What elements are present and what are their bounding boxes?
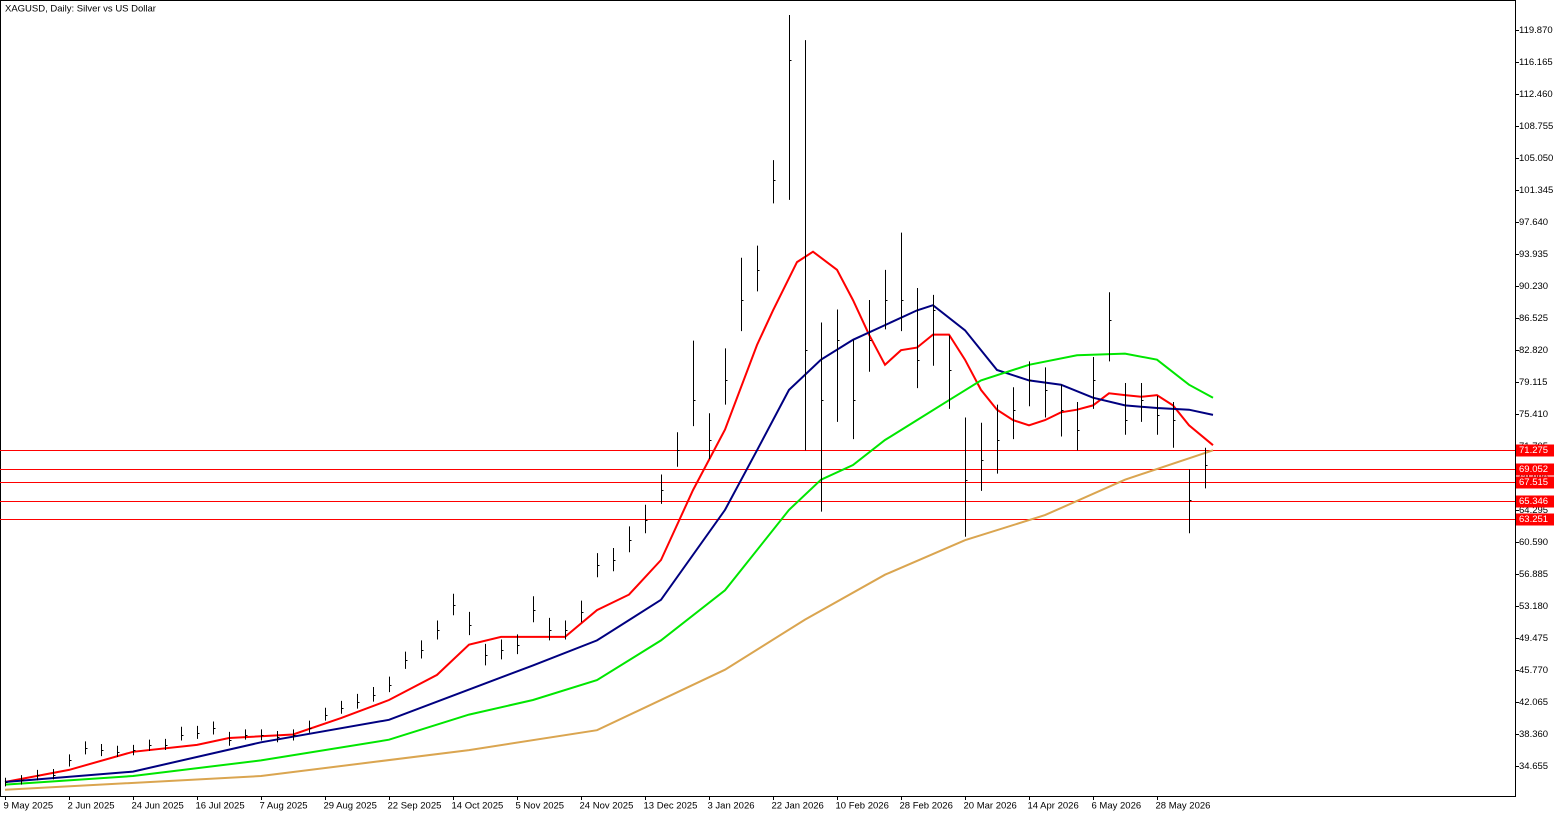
level-label-box bbox=[1516, 463, 1554, 476]
x-tick-label: 7 Aug 2025 bbox=[260, 801, 308, 812]
y-tick-label: 119.870 bbox=[1519, 25, 1553, 36]
chart-title: XAGUSD, Daily: Silver vs US Dollar bbox=[5, 4, 156, 15]
level-label: 69.052 bbox=[1519, 464, 1548, 475]
level-labels: 71.275 69.052 67.515 65.346 63.251 bbox=[1516, 444, 1554, 526]
y-tick-label: 56.885 bbox=[1519, 569, 1548, 580]
y-tick-label: 38.360 bbox=[1519, 729, 1548, 740]
x-tick-label: 22 Sep 2025 bbox=[388, 801, 442, 812]
x-tick-label: 2 Jun 2025 bbox=[68, 801, 115, 812]
price-bars bbox=[5, 15, 1208, 787]
x-tick-label: 6 May 2026 bbox=[1092, 801, 1142, 812]
x-tick-label: 14 Apr 2026 bbox=[1028, 801, 1079, 812]
y-tick-label: 64.295 bbox=[1519, 505, 1548, 516]
x-tick-label: 10 Feb 2026 bbox=[836, 801, 889, 812]
level-label-box bbox=[1516, 513, 1554, 526]
level-label-box bbox=[1516, 444, 1554, 457]
level-label: 65.346 bbox=[1519, 496, 1548, 507]
y-tick-label: 82.820 bbox=[1519, 345, 1548, 356]
x-tick-label: 16 Jul 2025 bbox=[196, 801, 245, 812]
level-label-box bbox=[1516, 476, 1554, 489]
axes: 34.655 38.360 42.065 45.770 49.475 53.180 56.8… bbox=[4, 0, 1553, 812]
x-tick-label: 28 May 2026 bbox=[1156, 801, 1211, 812]
x-tick-label: 28 Feb 2026 bbox=[900, 801, 953, 812]
y-tick-label: 116.165 bbox=[1519, 57, 1553, 68]
y-tick-label: 90.230 bbox=[1519, 281, 1548, 292]
y-tick-label: 45.770 bbox=[1519, 665, 1548, 676]
y-tick-label: 86.525 bbox=[1519, 313, 1548, 324]
x-tick-label: 13 Dec 2025 bbox=[644, 801, 698, 812]
x-tick-label: 24 Jun 2025 bbox=[132, 801, 184, 812]
levels bbox=[0, 450, 1515, 520]
x-tick-label: 5 Nov 2025 bbox=[516, 801, 565, 812]
y-tick-label: 112.460 bbox=[1519, 89, 1553, 100]
x-tick-label: 14 Oct 2025 bbox=[452, 801, 504, 812]
x-tick-label: 9 May 2025 bbox=[4, 801, 54, 812]
x-tick-label: 29 Aug 2025 bbox=[324, 801, 377, 812]
y-tick-label: 97.640 bbox=[1519, 217, 1548, 228]
level-label: 63.251 bbox=[1519, 514, 1548, 525]
moving-average-line bbox=[4, 449, 1214, 791]
x-tick-label: 3 Jan 2026 bbox=[708, 801, 755, 812]
level-label: 71.275 bbox=[1519, 445, 1548, 456]
moving-average-line bbox=[4, 352, 1214, 786]
level-label-box bbox=[1516, 495, 1554, 508]
y-tick-label: 34.655 bbox=[1519, 761, 1548, 772]
y-tick-label: 93.935 bbox=[1519, 249, 1548, 260]
x-tick-label: 20 Mar 2026 bbox=[964, 801, 1017, 812]
y-tick-label: 105.050 bbox=[1519, 153, 1553, 164]
y-tick-label: 53.180 bbox=[1519, 601, 1548, 612]
y-tick-label: 79.115 bbox=[1519, 377, 1547, 388]
level-label: 67.515 bbox=[1519, 477, 1548, 488]
y-tick-label: 49.475 bbox=[1519, 633, 1548, 644]
y-tick-label: 101.345 bbox=[1519, 185, 1553, 196]
x-tick-label: 22 Jan 2026 bbox=[772, 801, 824, 812]
plot-frame bbox=[0, 0, 1516, 797]
y-tick-label: 42.065 bbox=[1519, 697, 1548, 708]
x-tick-label: 24 Nov 2025 bbox=[580, 801, 634, 812]
y-tick-label: 75.410 bbox=[1519, 409, 1548, 420]
y-tick-label: 108.755 bbox=[1519, 121, 1553, 132]
y-tick-label: 60.590 bbox=[1519, 537, 1548, 548]
moving-average-line bbox=[4, 250, 1214, 783]
